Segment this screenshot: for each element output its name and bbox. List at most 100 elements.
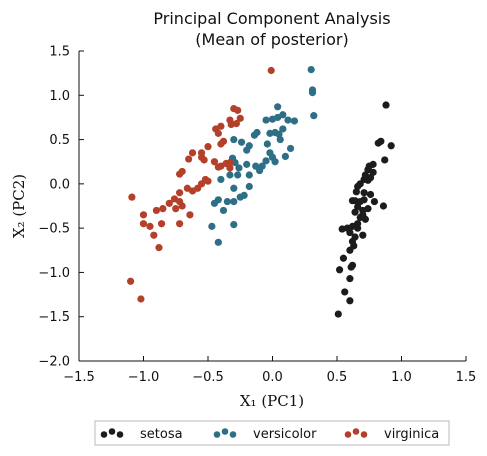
data-point: [128, 193, 136, 201]
legend-marker: [100, 431, 108, 438]
data-point: [217, 175, 225, 184]
data-point: [387, 142, 395, 150]
data-point: [366, 190, 375, 199]
data-point: [240, 191, 248, 199]
data-point: [310, 112, 318, 120]
data-point: [354, 224, 362, 232]
chart-title-line-1: Principal Component Analysis: [153, 9, 390, 28]
legend-label: virginica: [384, 427, 439, 442]
y-tick-label: −1.0: [38, 266, 70, 281]
data-point: [214, 163, 222, 171]
data-point: [307, 66, 315, 74]
data-point: [214, 238, 222, 246]
legend-label: setosa: [140, 427, 183, 442]
data-point: [165, 199, 173, 207]
data-point: [346, 246, 354, 254]
data-point: [235, 164, 243, 172]
legend-entry-versicolor: versicolor: [213, 427, 317, 442]
data-point: [266, 129, 274, 137]
data-point: [210, 158, 219, 166]
legend-marker: [116, 431, 124, 438]
legend-marker: [229, 431, 237, 438]
data-point: [176, 189, 184, 197]
x-tick-label: 0.5: [327, 370, 348, 385]
data-point: [338, 225, 346, 233]
y-tick-label: −1.5: [38, 310, 70, 325]
data-point: [262, 116, 270, 124]
data-point: [210, 199, 219, 207]
data-point: [243, 146, 251, 154]
data-point: [360, 189, 368, 197]
data-point: [276, 135, 284, 144]
data-point: [139, 220, 148, 228]
y-axis-label: X₂ (PC2): [10, 174, 28, 238]
data-point: [139, 211, 148, 219]
data-point: [208, 222, 216, 230]
legend-marker: [221, 428, 229, 435]
data-point: [356, 213, 364, 222]
data-point: [236, 114, 244, 122]
series-setosa: [334, 101, 395, 318]
legend-marker: [213, 431, 221, 438]
data-point: [223, 197, 231, 206]
legend: setosa versicolor virginica: [94, 420, 450, 446]
data-point: [284, 116, 292, 124]
data-point: [172, 205, 180, 213]
data-point: [226, 171, 234, 179]
data-point: [230, 221, 238, 229]
data-point: [150, 231, 158, 239]
data-point: [245, 182, 253, 191]
y-tick-label: 1.0: [49, 89, 70, 104]
data-point: [186, 211, 194, 219]
data-point: [185, 155, 193, 163]
data-point: [217, 140, 225, 148]
legend-marker: [352, 428, 360, 435]
data-point: [308, 89, 317, 97]
data-point: [204, 143, 212, 151]
legend-marker: [108, 428, 116, 435]
y-tick-label: −0.5: [38, 222, 70, 237]
data-point: [268, 115, 277, 123]
legend-frame: [94, 420, 450, 446]
data-point: [346, 275, 354, 283]
data-point: [335, 266, 344, 274]
data-point: [176, 220, 184, 228]
data-point: [279, 125, 287, 133]
data-point: [286, 144, 295, 153]
data-point: [232, 120, 240, 128]
x-axis-label: X₁ (PC1): [240, 392, 304, 410]
x-tick-label: 1.0: [391, 370, 412, 385]
data-point: [127, 277, 135, 285]
x-tick-label: 0.0: [262, 370, 283, 385]
data-point: [252, 162, 260, 170]
scatter-points: [127, 66, 395, 318]
chart-title-line-2: (Mean of posterior): [195, 30, 348, 49]
y-tick-label: −2.0: [38, 355, 70, 370]
x-tick-label: 1.5: [456, 370, 477, 385]
y-tick-label: 0.0: [49, 177, 70, 192]
x-tick-label: −1.0: [128, 370, 160, 385]
legend-label: versicolor: [253, 427, 317, 442]
data-point: [152, 206, 160, 215]
data-point: [366, 174, 375, 182]
plot-axes: [78, 51, 466, 362]
data-point: [234, 106, 242, 114]
data-point: [234, 171, 242, 179]
x-axis-ticks: −1.5 −1.0 −0.5 0.0 0.5 1.0 1.5: [63, 356, 476, 385]
data-point: [352, 188, 360, 196]
data-point: [157, 220, 166, 228]
data-point: [183, 184, 191, 192]
data-point: [262, 157, 270, 165]
data-point: [381, 156, 389, 164]
data-point: [379, 202, 388, 210]
data-point: [279, 111, 287, 119]
data-point: [374, 139, 382, 147]
data-point: [370, 197, 379, 206]
data-point: [346, 297, 354, 305]
data-point: [334, 310, 342, 318]
data-point: [281, 152, 289, 160]
data-point: [155, 244, 163, 252]
data-point: [359, 231, 367, 239]
data-point: [204, 177, 212, 185]
